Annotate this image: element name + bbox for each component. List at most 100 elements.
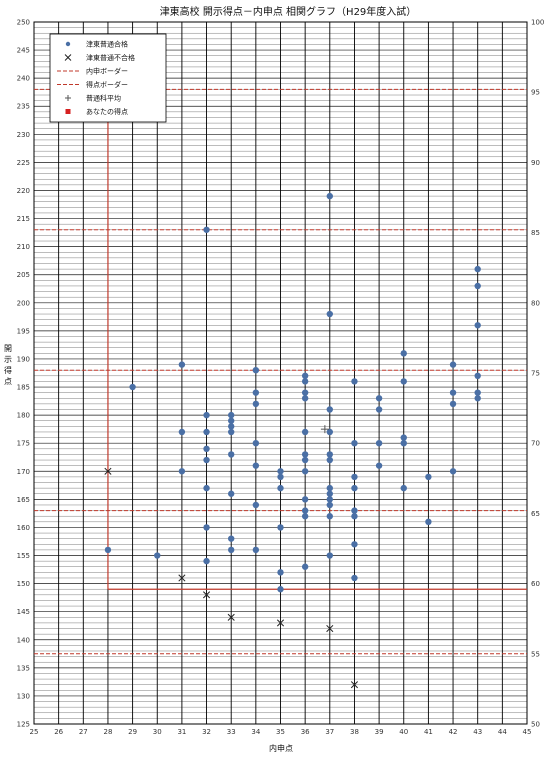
data-point-pass xyxy=(301,468,309,475)
reference-lines xyxy=(34,88,527,655)
x-tick-label: 40 xyxy=(399,728,408,736)
data-point-pass xyxy=(425,518,432,526)
x-tick-label: 42 xyxy=(449,728,458,736)
data-point-pass xyxy=(351,574,358,582)
y2-tick-label: 55 xyxy=(531,650,540,658)
y-tick-label: 215 xyxy=(17,215,30,223)
x-tick-label: 27 xyxy=(79,728,88,736)
data-point-pass xyxy=(326,496,333,503)
y-tick-label: 125 xyxy=(17,721,30,729)
legend-item: 得点ボーダー xyxy=(57,80,128,89)
data-point-fail xyxy=(104,467,112,475)
data-point-pass xyxy=(326,428,333,436)
y-tick-label: 210 xyxy=(17,243,30,251)
data-point-pass xyxy=(203,484,210,492)
legend-label: 津東普通合格 xyxy=(86,40,128,49)
legend-box xyxy=(49,33,167,123)
legend-label: 津東普通不合格 xyxy=(86,53,135,62)
y-tick-label: 155 xyxy=(17,552,30,560)
x-tick-label: 32 xyxy=(202,728,211,736)
data-point-pass xyxy=(301,389,309,396)
data-point-pass xyxy=(351,541,358,548)
data-point-pass xyxy=(301,496,309,503)
data-point-pass xyxy=(425,473,432,481)
legend-item: 津東普通合格 xyxy=(65,40,128,49)
data-point-pass xyxy=(277,484,284,492)
data-point-pass xyxy=(203,557,210,565)
x-tick-label: 38 xyxy=(350,728,359,736)
data-point-pass xyxy=(277,473,284,481)
data-point-pass xyxy=(301,451,309,458)
y-tick-label: 220 xyxy=(17,187,30,195)
data-point-fail xyxy=(227,613,235,621)
data-point-pass xyxy=(326,490,333,497)
data-point-fail xyxy=(202,591,211,599)
data-point-pass xyxy=(178,361,186,368)
data-point-pass xyxy=(203,456,210,464)
legend-marker-dot xyxy=(65,41,71,47)
y-tick-label: 195 xyxy=(17,327,30,335)
data-point-pass xyxy=(326,456,333,464)
data-point-pass xyxy=(228,411,235,419)
legend-label: 得点ボーダー xyxy=(86,80,128,89)
data-point-pass xyxy=(301,428,309,436)
legend-item: あなたの得点 xyxy=(65,107,128,116)
data-point-pass xyxy=(203,445,210,453)
data-point-pass xyxy=(203,226,210,233)
y-axis-label-char: 得 xyxy=(4,365,12,375)
data-point-pass xyxy=(351,484,358,492)
data-point-pass xyxy=(326,501,333,509)
y-tick-label: 165 xyxy=(17,496,30,504)
data-point-pass xyxy=(252,366,260,374)
data-point-fail xyxy=(350,681,359,689)
y2-tick-label: 65 xyxy=(531,510,540,518)
data-point-fail xyxy=(178,574,186,582)
tick-labels: 125 130 135 140 145 150 155 160 165 170 175 180 185 1… xyxy=(17,19,545,737)
y-axis-label-char: 開 xyxy=(4,344,12,353)
data-point-pass xyxy=(228,417,235,424)
data-point-pass xyxy=(326,513,333,520)
data-point-pass xyxy=(252,501,260,509)
data-point-pass xyxy=(252,389,260,396)
data-point-average xyxy=(320,425,329,434)
y2-tick-label: 95 xyxy=(531,89,540,97)
data-point-pass xyxy=(375,440,383,447)
y-tick-label: 180 xyxy=(17,412,30,420)
data-point-pass xyxy=(203,411,210,419)
data-point-pass xyxy=(474,372,481,380)
data-point-pass xyxy=(474,395,481,402)
data-point-pass xyxy=(301,507,309,514)
data-point-pass xyxy=(301,513,309,520)
x-tick-label: 33 xyxy=(227,728,236,736)
x-tick-label: 43 xyxy=(473,728,482,736)
x-tick-label: 45 xyxy=(523,728,532,736)
x-tick-label: 28 xyxy=(103,728,112,736)
y-tick-label: 135 xyxy=(17,664,30,672)
data-point-pass xyxy=(326,552,333,559)
data-points xyxy=(104,192,481,689)
data-point-pass xyxy=(228,546,235,554)
y-tick-label: 145 xyxy=(17,608,30,616)
legend-label: あなたの得点 xyxy=(86,107,128,116)
y2-tick-label: 70 xyxy=(531,440,540,448)
data-point-pass xyxy=(252,462,260,469)
y-tick-label: 160 xyxy=(17,524,30,532)
y2-tick-label: 90 xyxy=(531,159,540,167)
data-point-pass xyxy=(301,563,309,570)
data-point-pass xyxy=(400,484,407,492)
data-point-pass xyxy=(277,468,284,475)
y-tick-label: 200 xyxy=(17,299,30,307)
y2-tick-label: 100 xyxy=(531,19,544,27)
x-tick-label: 26 xyxy=(54,728,63,736)
data-point-pass xyxy=(104,546,112,554)
y-tick-label: 240 xyxy=(17,75,30,83)
legend-marker-cross xyxy=(64,54,72,61)
data-point-pass xyxy=(375,406,383,413)
data-point-pass xyxy=(178,468,186,475)
data-point-pass xyxy=(326,484,333,492)
data-point-pass xyxy=(449,468,457,475)
y-tick-label: 205 xyxy=(17,271,30,279)
data-point-pass xyxy=(154,552,161,559)
